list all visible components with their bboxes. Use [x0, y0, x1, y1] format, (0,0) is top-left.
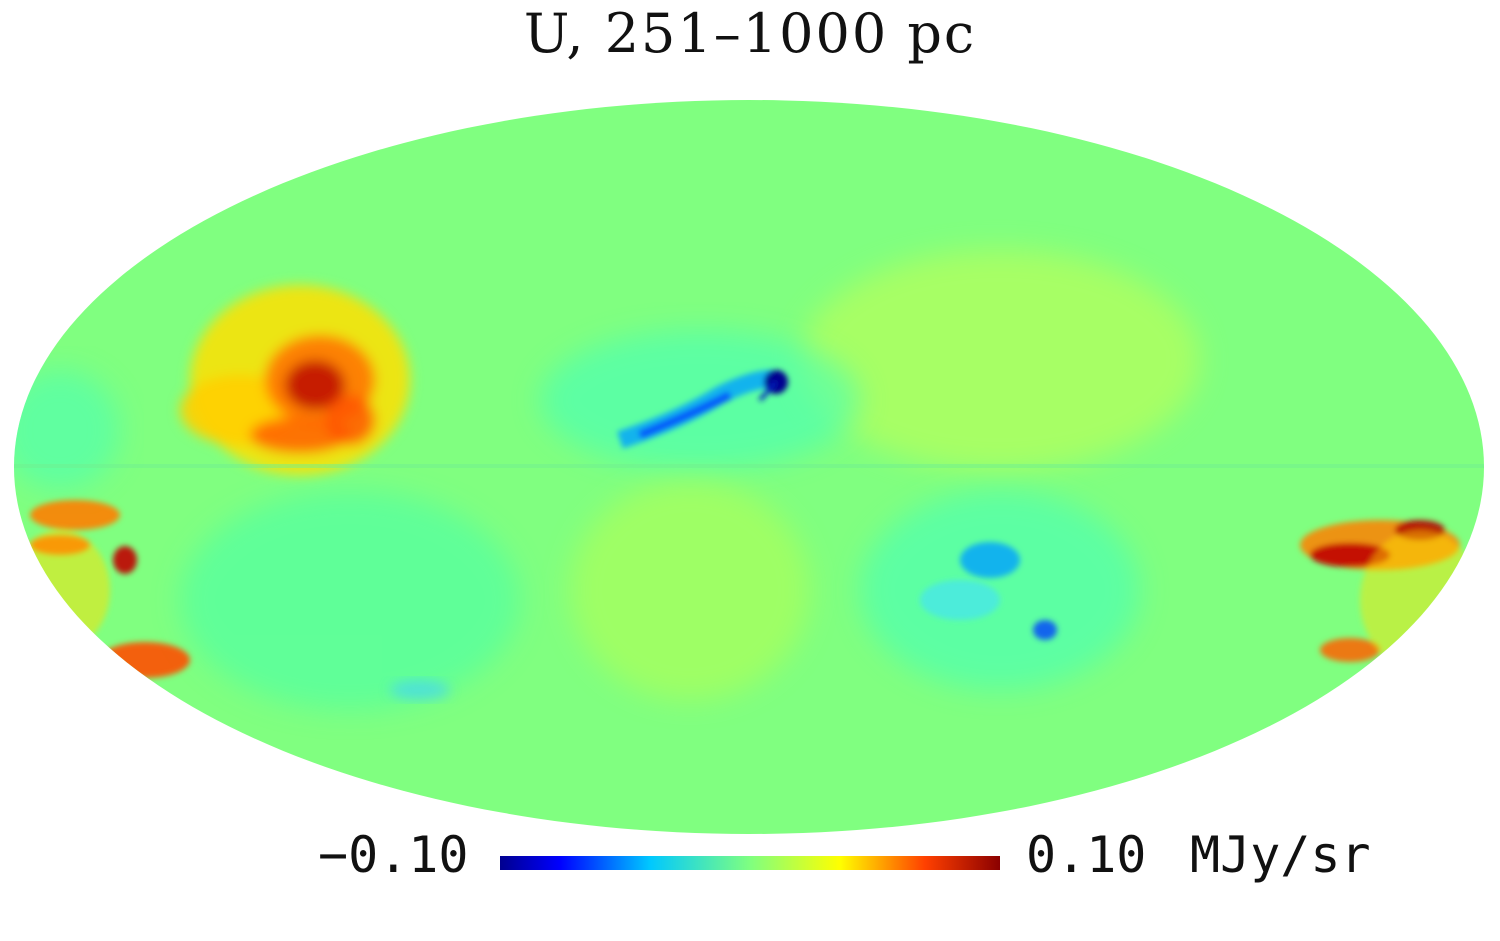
region-cyan-lower-left: [180, 490, 520, 710]
colorbar-min-label: −0.10: [318, 826, 469, 884]
region-cyan-left-edge: [14, 370, 120, 490]
cloud-upper-left: [180, 285, 410, 475]
faint-blue-lower-left: [390, 680, 450, 700]
plane-seam: [14, 464, 1484, 468]
region-yellowish-upper-right: [800, 250, 1200, 470]
colorbar-unit-label: MJy/sr: [1190, 826, 1371, 884]
map-title: U, 251–1000 pc: [523, 2, 977, 65]
filament-lower-right: [920, 542, 1057, 640]
region-cyan-lower-right: [860, 490, 1140, 690]
colorbar-row: −0.10 0.10 MJy/sr: [0, 822, 1500, 892]
region-yellowish-lower-center: [570, 480, 810, 700]
colorbar-max-label: 0.10: [1026, 826, 1147, 884]
colorbar: [500, 856, 1000, 870]
filament-upper-center: [617, 370, 788, 449]
